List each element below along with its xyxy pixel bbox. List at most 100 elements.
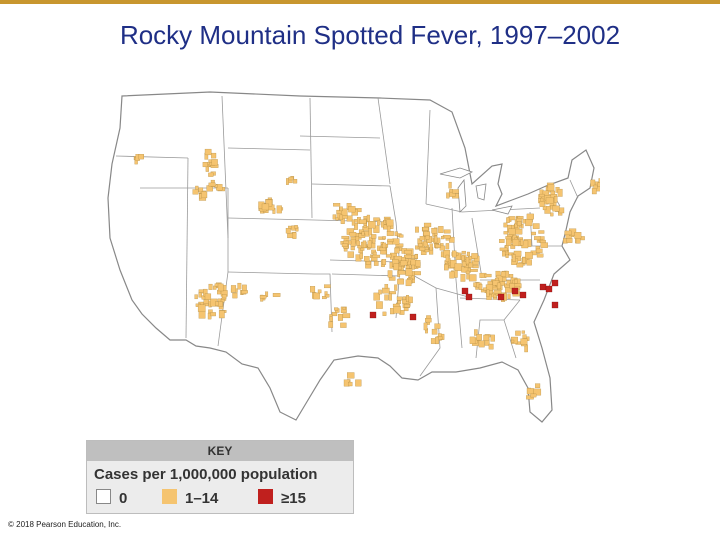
county-high <box>409 313 417 321</box>
swatch-high <box>258 489 273 504</box>
county-low <box>365 261 371 265</box>
county-low <box>325 293 330 298</box>
county-low <box>328 321 334 328</box>
county-low <box>574 232 582 239</box>
county-low <box>466 274 470 280</box>
county-low <box>419 236 425 241</box>
county-low <box>347 251 354 258</box>
county-low <box>339 214 343 221</box>
county-low <box>332 214 337 220</box>
county-low <box>397 300 401 305</box>
county-low <box>502 251 506 257</box>
county-low <box>557 188 563 197</box>
county-low <box>392 303 400 307</box>
county-low <box>339 206 343 212</box>
county-low <box>405 265 410 269</box>
county-low <box>349 232 357 237</box>
county-low <box>435 244 441 248</box>
county-low <box>381 221 385 228</box>
county-low <box>522 334 527 339</box>
county-low <box>242 284 247 292</box>
key-heading: KEY <box>87 441 353 461</box>
county-low <box>272 293 281 297</box>
county-low <box>337 314 343 321</box>
county-low <box>398 270 406 275</box>
county-low <box>512 239 520 247</box>
county-low <box>547 184 555 192</box>
county-low <box>473 282 477 287</box>
county-low <box>542 190 550 196</box>
county-low <box>553 196 558 203</box>
county-low <box>340 322 347 328</box>
county-low <box>418 243 423 247</box>
county-low <box>350 238 356 247</box>
county-low <box>372 254 381 258</box>
county-low <box>415 260 421 267</box>
county-low <box>505 238 512 246</box>
county-low <box>395 243 404 247</box>
county-low <box>230 285 237 293</box>
county-low <box>371 234 377 239</box>
county-low <box>506 217 510 223</box>
county-low <box>208 283 213 290</box>
county-low <box>431 328 438 335</box>
county-low <box>441 236 445 240</box>
county-low <box>454 263 463 271</box>
county-low <box>540 239 546 244</box>
county-low <box>386 219 394 227</box>
county-low <box>466 251 470 257</box>
county-low <box>517 221 522 226</box>
county-low <box>388 293 392 301</box>
county-high <box>465 293 473 301</box>
county-low <box>358 229 364 234</box>
county-low <box>138 154 144 160</box>
county-low <box>373 292 380 301</box>
county-low <box>385 254 392 258</box>
county-low <box>530 393 537 398</box>
county-cases-1-14 <box>133 148 600 400</box>
top-accent-rule <box>0 0 720 4</box>
county-low <box>358 219 367 224</box>
key-item-low: 1–14 <box>162 489 218 507</box>
county-low <box>532 223 540 229</box>
county-low <box>355 240 360 246</box>
county-low <box>259 295 267 299</box>
county-low <box>393 305 401 314</box>
county-low <box>429 243 433 251</box>
county-low <box>423 240 428 247</box>
county-low <box>461 250 466 254</box>
county-low <box>484 273 492 278</box>
county-low <box>393 263 399 271</box>
county-low <box>373 225 380 233</box>
county-low <box>203 299 209 304</box>
county-low <box>198 292 202 298</box>
county-low <box>210 312 216 317</box>
county-low <box>434 323 441 329</box>
county-low <box>261 203 270 211</box>
county-low <box>439 245 446 251</box>
county-low <box>392 238 400 245</box>
county-high <box>539 283 547 291</box>
county-low <box>389 291 396 295</box>
county-high <box>369 311 377 319</box>
county-low <box>403 304 411 308</box>
county-low <box>394 247 400 254</box>
county-low <box>468 274 477 282</box>
county-low <box>400 260 408 266</box>
county-low <box>394 231 398 236</box>
county-low <box>539 193 545 198</box>
county-low <box>387 238 394 242</box>
county-low <box>597 182 600 187</box>
county-low <box>397 278 405 285</box>
county-low <box>503 293 507 301</box>
swatch-low <box>162 489 177 504</box>
county-low <box>217 283 224 292</box>
county-low <box>396 296 403 301</box>
county-low <box>490 334 495 342</box>
swatch-zero <box>96 489 111 504</box>
county-low <box>513 250 522 257</box>
county-low <box>431 228 438 234</box>
county-low <box>446 192 450 199</box>
county-low <box>386 230 394 236</box>
county-low <box>419 246 426 251</box>
